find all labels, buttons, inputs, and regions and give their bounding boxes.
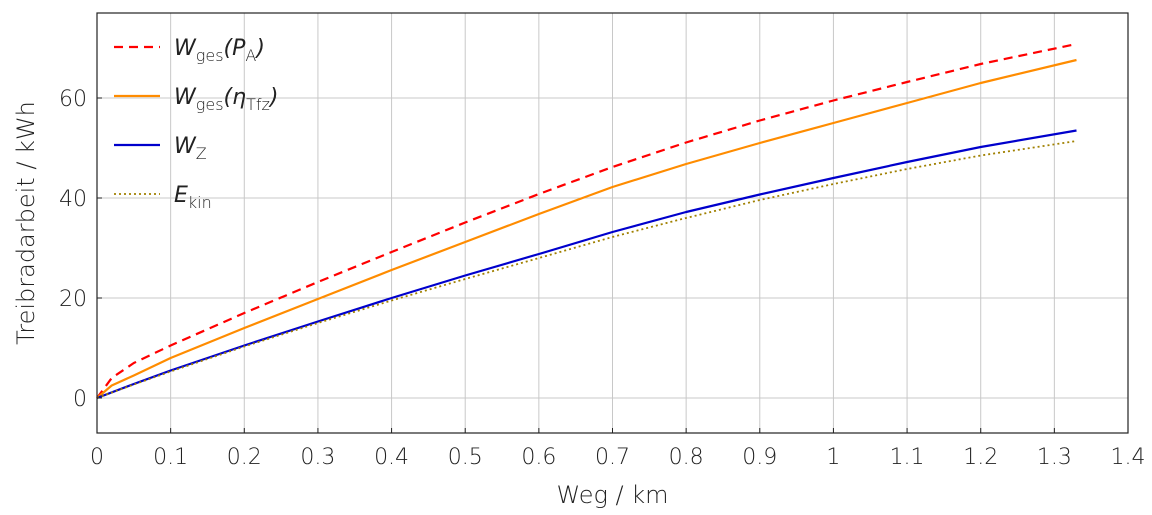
x-tick-label: 0.7 bbox=[595, 445, 630, 470]
y-tick-label: 0 bbox=[73, 387, 87, 412]
y-tick-label: 40 bbox=[59, 187, 87, 212]
y-tick-label: 20 bbox=[59, 287, 87, 312]
x-tick-label: 0.9 bbox=[742, 445, 777, 470]
x-tick-label: 0.3 bbox=[300, 445, 335, 470]
legend-label-3: Ekin bbox=[174, 183, 212, 212]
plot-series bbox=[96, 42, 1077, 400]
x-tick-label: 0 bbox=[90, 445, 104, 470]
series-line-0 bbox=[96, 42, 1077, 399]
x-tick-label: 0.2 bbox=[227, 445, 262, 470]
x-tick-label: 1.1 bbox=[890, 445, 925, 470]
series-line-2 bbox=[96, 129, 1077, 400]
x-tick-label: 1 bbox=[826, 445, 840, 470]
legend-label-1: Wges(ηTfz) bbox=[174, 85, 278, 114]
x-tick-label: 0.5 bbox=[448, 445, 483, 470]
x-tick-label: 0.6 bbox=[521, 445, 556, 470]
y-ticks: 0 20 40 60 bbox=[59, 87, 102, 412]
x-tick-label: 0.8 bbox=[669, 445, 704, 470]
legend-label-2: WZ bbox=[174, 134, 207, 163]
legend-label-0: Wges(PA) bbox=[174, 36, 265, 65]
y-tick-label: 60 bbox=[59, 87, 87, 112]
x-axis-label: Weg / km bbox=[556, 481, 668, 509]
legend: Wges(PA) Wges(ηTfz) WZ Ekin bbox=[114, 36, 278, 212]
x-tick-label: 0.1 bbox=[153, 445, 188, 470]
series-line-1 bbox=[96, 58, 1077, 399]
grid bbox=[96, 13, 1129, 433]
y-axis-label: Treibradarbeit / kWh bbox=[12, 101, 40, 345]
x-tick-label: 1.4 bbox=[1111, 445, 1146, 470]
x-tick-label: 0.4 bbox=[374, 445, 409, 470]
x-tick-label: 1.2 bbox=[963, 445, 998, 470]
x-tick-label: 1.3 bbox=[1037, 445, 1072, 470]
x-ticks: 0 0.1 0.2 0.3 0.4 0.5 0.6 0.7 0.8 0.9 1 1.1 1.2 1.3 1.… bbox=[90, 428, 1146, 470]
